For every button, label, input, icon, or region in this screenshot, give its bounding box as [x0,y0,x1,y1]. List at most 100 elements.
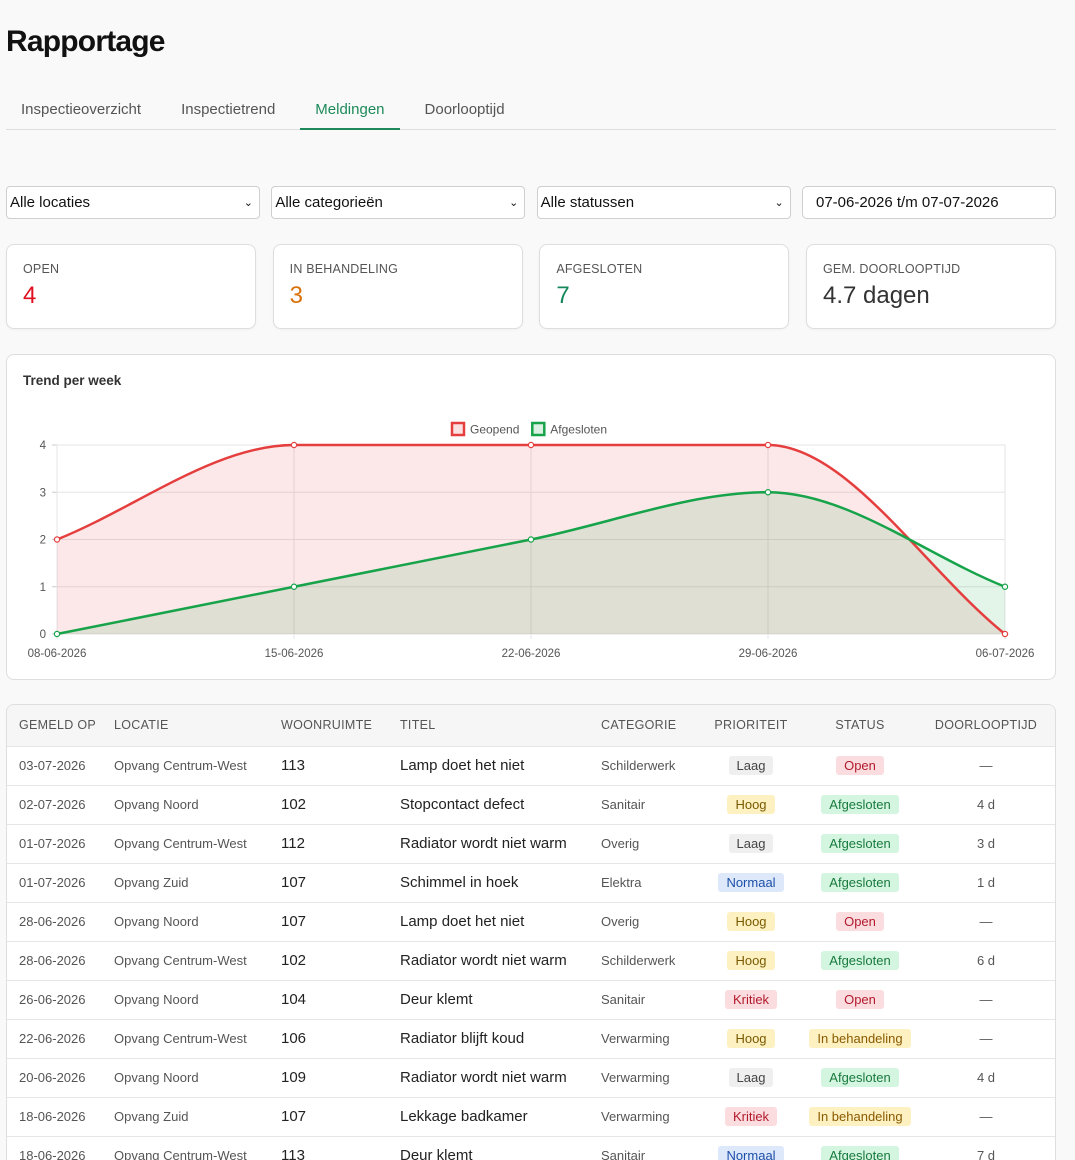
table-header-row: GEMELD OP LOCATIE WOONRUIMTE TITEL CATEG… [7,705,1055,746]
column-header[interactable]: STATUS [835,718,885,733]
table-row[interactable]: 01-07-2026 Opvang Zuid 107 Schimmel in hoek… [7,862,1055,902]
table-row[interactable]: 22-06-2026 Opvang Centrum-West 106 Radiator… [7,1018,1055,1058]
cell-duration: — [917,901,1055,941]
status-select[interactable]: Alle statussen ⌄ [536,186,791,219]
column-header[interactable]: CATEGORIE [601,718,677,733]
cell-status: In behandeling [803,1096,917,1136]
table-row[interactable]: 02-07-2026 Opvang Noord 102 Stopcontact def… [7,784,1055,824]
priority-badge: Normaal [718,873,784,892]
cell-category: Sanitair [601,784,699,824]
cell-duration: 4 d [917,1057,1055,1097]
table-row[interactable]: 03-07-2026 Opvang Centrum-West 113 Lamp doe… [7,745,1055,785]
cell-room: 113 [281,745,400,785]
y-tick-label: 0 [40,629,46,641]
table-row[interactable]: 28-06-2026 Opvang Centrum-West 102 Radiator… [7,940,1055,980]
category-select[interactable]: Alle categorieën ⌄ [271,186,526,219]
reports-table-card: GEMELD OP LOCATIE WOONRUIMTE TITEL CATEG… [6,704,1056,1160]
status-badge: In behandeling [809,1029,911,1048]
priority-badge: Hoog [727,795,775,814]
cell-location: Opvang Centrum-West [114,745,281,785]
column-header[interactable]: GEMELD OP [19,718,97,733]
data-point [1001,583,1009,590]
table-row[interactable]: 01-07-2026 Opvang Centrum-West 112 Radiator… [7,823,1055,863]
cell-room: 113 [281,1135,400,1160]
cell-duration: 4 d [917,784,1055,824]
status-select-value: Alle statussen [540,194,635,211]
stat-value: 7 [556,282,570,309]
cell-date: 20-06-2026 [7,1057,114,1097]
cell-location: Opvang Noord [114,979,281,1019]
tab-inspectietrend[interactable]: Inspectietrend [181,101,276,118]
column-header[interactable]: WOONRUIMTE [281,718,373,733]
cell-status: Afgesloten [803,862,917,902]
cell-location: Opvang Zuid [114,1096,281,1136]
x-tick-label: 06-07-2026 [976,648,1035,660]
location-select[interactable]: Alle locaties ⌄ [6,186,260,219]
priority-badge: Normaal [718,1146,784,1160]
column-header[interactable]: PRIORITEIT [714,718,788,733]
cell-status: Afgesloten [803,1135,917,1160]
cell-title: Deur klemt [400,1135,601,1160]
stat-card-doorlooptijd: GEM. DOORLOOPTIJD 4.7 dagen [805,244,1056,329]
cell-duration: — [917,1018,1055,1058]
cell-date: 03-07-2026 [7,745,114,785]
data-point [527,536,535,543]
legend-label: Geopend [470,423,519,437]
table-row[interactable]: 20-06-2026 Opvang Noord 109 Radiator wordt … [7,1057,1055,1097]
cell-room: 102 [281,784,400,824]
status-badge: Afgesloten [821,795,899,814]
cell-priority: Hoog [699,901,803,941]
data-point [764,441,772,449]
cell-status: Open [803,979,917,1019]
reports-table: GEMELD OP LOCATIE WOONRUIMTE TITEL CATEG… [7,705,1055,1160]
cell-priority: Kritiek [699,979,803,1019]
cell-status: Afgesloten [803,1057,917,1097]
table-row[interactable]: 18-06-2026 Opvang Centrum-West 113 Deur kle… [7,1135,1055,1160]
legend-swatch [450,421,466,437]
cell-priority: Laag [699,745,803,785]
column-header[interactable]: DOORLOOPTIJD [934,718,1038,733]
stat-cards: OPEN 4 IN BEHANDELING 3 AFGESLOTEN 7 GEM… [6,244,1056,329]
status-badge: In behandeling [809,1107,911,1126]
column-header[interactable]: LOCATIE [114,718,169,733]
priority-badge: Laag [728,834,774,853]
cell-room: 109 [281,1057,400,1097]
cell-date: 22-06-2026 [7,1018,114,1058]
table-row[interactable]: 18-06-2026 Opvang Zuid 107 Lekkage badkamer… [7,1096,1055,1136]
tab-inspectieoverzicht[interactable]: Inspectieoverzicht [21,101,142,118]
tab-bar: Inspectieoverzicht Inspectietrend Meldin… [6,93,1056,130]
tab-meldingen[interactable]: Meldingen [300,93,400,130]
table-row[interactable]: 26-06-2026 Opvang Noord 104 Deur klemt Sanit… [7,979,1055,1019]
tab-doorlooptijd[interactable]: Doorlooptijd [424,101,505,118]
cell-category: Elektra [601,862,699,902]
cell-date: 28-06-2026 [7,940,114,980]
table-row[interactable]: 28-06-2026 Opvang Noord 107 Lamp doet het n… [7,901,1055,941]
cell-date: 01-07-2026 [7,823,114,863]
stat-card-in-behandeling: IN BEHANDELING 3 [272,244,523,329]
cell-status: In behandeling [803,1018,917,1058]
cell-room: 107 [281,1096,400,1136]
cell-priority: Normaal [699,1135,803,1160]
cell-duration: 3 d [917,823,1055,863]
category-select-value: Alle categorieën [275,194,383,211]
data-point [290,583,298,590]
cell-location: Opvang Noord [114,901,281,941]
cell-location: Opvang Zuid [114,862,281,902]
cell-title: Schimmel in hoek [400,862,601,902]
cell-location: Opvang Centrum-West [114,1135,281,1160]
stat-value: 4.7 dagen [822,282,930,309]
cell-room: 112 [281,823,400,863]
status-badge: Open [836,756,884,775]
cell-location: Opvang Noord [114,784,281,824]
column-header[interactable]: TITEL [400,718,436,733]
cell-date: 18-06-2026 [7,1135,114,1160]
cell-date: 02-07-2026 [7,784,114,824]
y-tick-label: 4 [40,440,47,452]
cell-duration: — [917,1096,1055,1136]
data-point [53,536,61,543]
status-badge: Afgesloten [821,873,899,892]
cell-title: Lamp doet het niet [400,745,601,785]
stat-label: GEM. DOORLOOPTIJD [822,262,961,276]
date-range-input[interactable]: 07-06-2026 t/m 07-07-2026 [801,186,1056,219]
cell-title: Radiator wordt niet warm [400,1057,601,1097]
